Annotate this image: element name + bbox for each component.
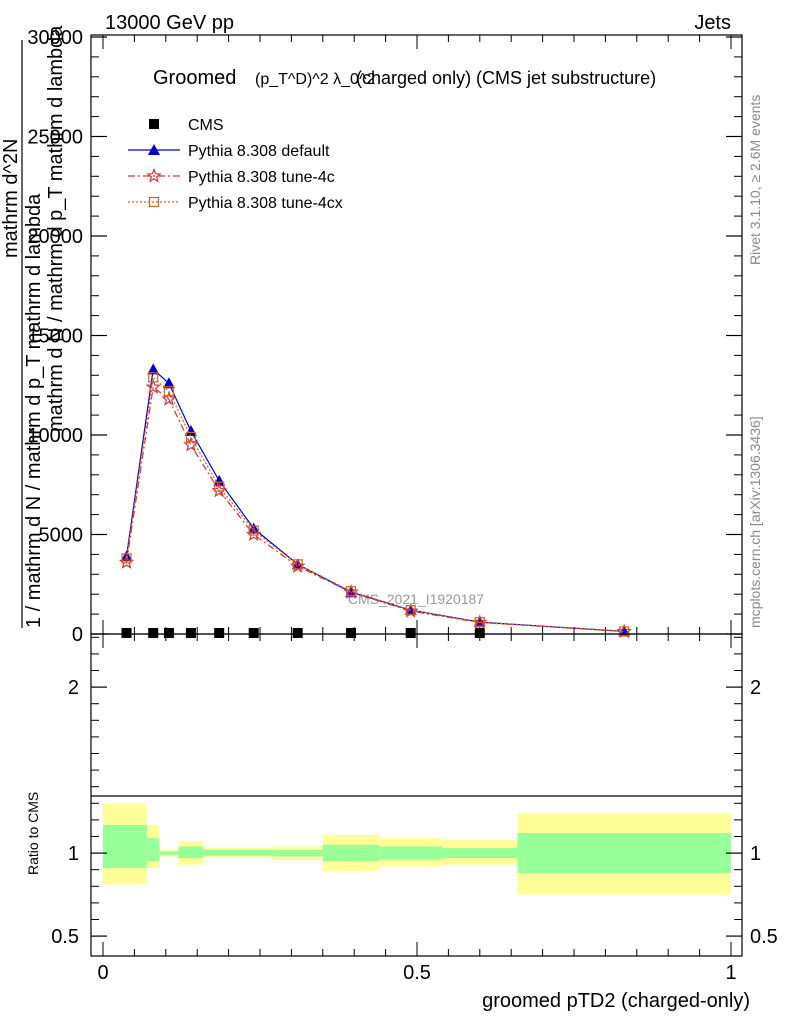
- series-3: [121, 372, 630, 637]
- mcplots-label: mcplots.cern.ch [arXiv:1306.3436]: [747, 416, 763, 628]
- legend-item: Pythia 8.308 tune-4c: [128, 167, 335, 186]
- legend-item: Pythia 8.308 tune-4cx: [128, 195, 343, 212]
- ratio-inner-band: [203, 849, 235, 856]
- legend-item: CMS: [149, 117, 224, 134]
- legend-marker: [149, 119, 159, 129]
- ratio-y-tick-label: 2: [68, 677, 79, 699]
- ratio-y-tick-label: 0.5: [51, 926, 79, 948]
- data-point: [619, 626, 630, 637]
- main-y-ticks: 0 5000 10000 15000 20000 25000 30000: [27, 27, 742, 646]
- data-point: [214, 481, 225, 492]
- data-point: [248, 525, 259, 536]
- data-point: [213, 474, 226, 486]
- category-label: Jets: [694, 12, 731, 34]
- ratio-bands: [103, 803, 731, 895]
- y-label-denominator: mathrm d N / mathrm d p_T mathrm d lambd…: [45, 25, 67, 432]
- energy-label: 13000 GeV pp: [105, 12, 234, 34]
- legend-label: Pythia 8.308 default: [188, 143, 330, 160]
- data-point: [474, 628, 485, 638]
- series-line: [125, 386, 625, 633]
- ratio-inner-band: [146, 838, 160, 862]
- ratio-y-tick-label: 1: [68, 843, 79, 865]
- legend-marker: [148, 196, 160, 208]
- data-point: [248, 628, 259, 638]
- ratio-inner-band: [103, 824, 147, 869]
- ratio-inner-band: [178, 846, 204, 859]
- data-point: [474, 616, 485, 628]
- ratio-inner-band: [159, 851, 179, 855]
- ratio-inner-band: [272, 849, 323, 857]
- y-label-numerator: mathrm d^2N: [0, 139, 22, 258]
- data-point: [185, 431, 197, 443]
- data-point: [163, 628, 174, 638]
- data-point: [405, 605, 416, 616]
- legend-marker: [148, 144, 160, 155]
- data-point: [147, 363, 160, 375]
- analysis-watermark: CMS_2021_I1920187: [348, 591, 484, 607]
- title-prefix: Groomed: [153, 67, 236, 89]
- data-point: [345, 586, 357, 597]
- ratio-inner-band: [442, 848, 518, 859]
- main-y-tick-label: 5000: [39, 525, 84, 547]
- ratio-plot: 0.5 0.51 12 2 0 0.5 1 Ratio to CMS groomed pT…: [25, 633, 778, 1012]
- series-0: [121, 628, 485, 638]
- x-axis-label: groomed pTD2 (charged-only): [482, 990, 750, 1012]
- data-point: [162, 377, 175, 389]
- ratio-y-tick-label-right: 0.5: [750, 926, 778, 948]
- data-point: [148, 372, 159, 383]
- data-point: [184, 425, 197, 437]
- ratio-inner-band: [322, 844, 380, 862]
- ratio-y-ticks: 0.5 0.5 1 1 2 2: [51, 636, 778, 948]
- legend-label: Pythia 8.308 tune-4cx: [188, 195, 343, 212]
- data-point: [185, 628, 196, 638]
- ratio-inner-band: [517, 833, 731, 874]
- main-y-tick-label: 25000: [27, 127, 83, 149]
- data-point: [405, 628, 416, 638]
- main-y-tick-label: 20000: [27, 226, 83, 248]
- ratio-y-axis-label: Ratio to CMS: [25, 792, 41, 875]
- ratio-inner-band: [234, 849, 273, 856]
- x-tick-label: 1: [725, 962, 736, 984]
- main-plot: 0 5000 10000 15000 20000 25000 30000 mathrm d^…: [0, 25, 743, 646]
- data-point: [346, 628, 357, 638]
- series-line: [125, 376, 625, 633]
- chart-title: Groomed (p_T^D)^2 λ_0^2 (charged only) (…: [153, 67, 656, 89]
- legend: CMS Pythia 8.308 default Pythia 8.308 tune…: [128, 117, 343, 212]
- x-tick-label: 0: [97, 962, 108, 984]
- ratio-inner-band: [379, 846, 443, 860]
- main-y-tick-label: 0: [72, 624, 83, 646]
- main-y-tick-label: 10000: [27, 425, 83, 447]
- legend-item: Pythia 8.308 default: [128, 143, 330, 160]
- main-y-tick-label: 15000: [27, 326, 83, 348]
- data-point: [214, 628, 225, 638]
- main-y-axis-label: mathrm d^2N 1 / mathrm d N / mathrm d p_…: [0, 25, 67, 628]
- title-math: (p_T^D)^2 λ_0^2: [255, 71, 375, 88]
- rivet-version-label: Rivet 3.1.10, ≥ 2.6M events: [747, 95, 763, 265]
- legend-label: Pythia 8.308 tune-4c: [188, 169, 335, 186]
- data-point: [163, 386, 175, 397]
- data-point: [145, 379, 161, 394]
- ratio-plot-frame: [90, 633, 743, 957]
- x-tick-label: 0.5: [403, 962, 431, 984]
- data-point: [161, 391, 177, 406]
- ratio-x-ticks: 0 0.5 1: [97, 634, 737, 984]
- main-y-tick-label: 30000: [27, 27, 83, 49]
- y-label-fraction: 1 / mathrm d N / mathrm d p_T mathrm d l…: [23, 193, 45, 628]
- data-point: [148, 628, 159, 638]
- ratio-y-tick-label-right: 2: [750, 677, 761, 699]
- data-point: [292, 559, 303, 570]
- data-point: [121, 628, 132, 638]
- data-point: [183, 436, 199, 452]
- ratio-y-tick-label-right: 1: [750, 843, 761, 865]
- title-suffix: (charged only) (CMS jet substructure): [356, 68, 656, 88]
- legend-marker: [146, 167, 162, 183]
- legend-label: CMS: [188, 117, 224, 134]
- data-point: [121, 553, 132, 564]
- data-point: [292, 628, 303, 638]
- series-layer: [118, 363, 632, 639]
